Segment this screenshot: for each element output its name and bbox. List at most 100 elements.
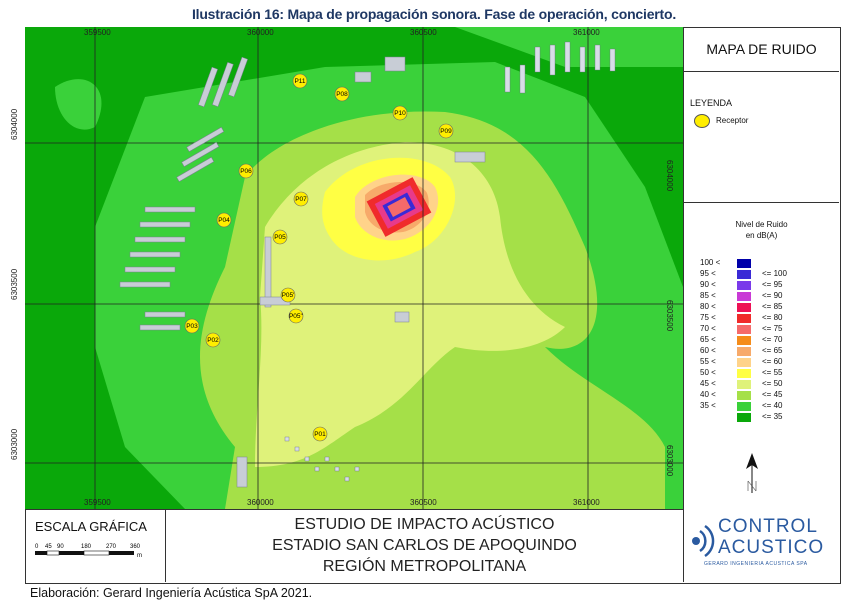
noise-scale-title-1: Nivel de Ruido xyxy=(735,220,788,229)
scale-tick-180: 180 xyxy=(81,544,92,550)
receptor-label-p10: P10 xyxy=(394,110,406,117)
scale-row-high: <= 80 xyxy=(762,313,783,322)
scale-swatch xyxy=(737,314,751,323)
scale-bar-section: ESCALA GRÁFICA 0 45 90 180 270 360 m xyxy=(25,509,166,582)
receptor-p09 xyxy=(438,123,454,139)
receptor-p03 xyxy=(184,318,200,334)
receptor-p06 xyxy=(238,163,254,179)
scale-row-high: <= 70 xyxy=(762,335,783,344)
buildings xyxy=(119,56,486,488)
logo-text-control: CONTROL xyxy=(718,516,818,537)
y-tick-left-1: 6304000 xyxy=(10,108,19,140)
x-tick-bottom-2: 360000 xyxy=(247,498,274,507)
x-tick-top-2: 360000 xyxy=(247,28,274,37)
scale-swatch xyxy=(737,325,751,334)
noise-scale-title: Nivel de Ruido en dB(A) xyxy=(684,219,839,241)
x-tick-top-3: 360500 xyxy=(410,28,437,37)
receptor-label-p05a: P05' xyxy=(282,292,295,299)
scale-row-low: 60 < xyxy=(700,346,716,355)
scale-row-low: 70 < xyxy=(700,324,716,333)
scale-bar-label: ESCALA GRÁFICA xyxy=(35,519,147,534)
scale-row-low: 45 < xyxy=(700,379,716,388)
receptor-p10 xyxy=(392,105,408,121)
scale-tick-90: 90 xyxy=(57,544,64,550)
legend: LEYENDA Receptor xyxy=(684,72,839,203)
receptor-p11 xyxy=(292,73,308,89)
receptor-p02 xyxy=(205,332,221,348)
scale-swatch xyxy=(737,380,751,389)
scale-row-high: <= 45 xyxy=(762,390,783,399)
scale-tick-360: 360 xyxy=(130,544,141,550)
y-tick-right-2: 6303500 xyxy=(665,300,674,332)
scale-row-low: 80 < xyxy=(700,302,716,311)
scale-unit: m xyxy=(137,553,142,559)
receptor-p01 xyxy=(312,426,328,442)
logo-text-company: GERARD INGENIERIA ACUSTICA SPA xyxy=(704,561,808,567)
study-title-3: REGIÓN METROPOLITANA xyxy=(322,558,527,575)
scale-swatch xyxy=(737,391,751,400)
scale-row-high: <= 85 xyxy=(762,302,783,311)
scale-row-high: <= 35 xyxy=(762,412,783,421)
y-tick-right-1: 6304000 xyxy=(665,160,674,192)
scale-row-high: <= 90 xyxy=(762,291,783,300)
scale-row-low: 50 < xyxy=(700,368,716,377)
scale-row-high: <= 95 xyxy=(762,280,783,289)
study-title-2: ESTADIO SAN CARLOS DE APOQUINDO xyxy=(272,537,577,554)
noise-scale: Nivel de Ruido en dB(A) 100 < 95 < <= 100 9… xyxy=(684,203,839,509)
receptor-label-p05b: P05'' xyxy=(289,313,303,320)
receptor-p08 xyxy=(334,86,350,102)
receptor-label-p06: P06 xyxy=(240,168,252,175)
scale-row-high: <= 50 xyxy=(762,379,783,388)
x-tick-bottom-1: 359500 xyxy=(84,498,111,507)
scale-row-high: <= 55 xyxy=(762,368,783,377)
noise-map-svg: P11 P08 P10 P09 P06 P07 P04 P05 P05' P05… xyxy=(25,27,683,509)
scale-row-low: 40 < xyxy=(700,390,716,399)
receptor-symbol xyxy=(694,114,710,128)
x-tick-bottom-3: 360500 xyxy=(410,498,437,507)
panel-title: MAPA DE RUIDO xyxy=(684,27,839,72)
receptor-p05 xyxy=(272,229,288,245)
receptor-label-p04: P04 xyxy=(218,217,230,224)
stadium xyxy=(366,177,432,237)
y-tick-left-2: 6303500 xyxy=(10,268,19,300)
receptor-label-p01: P01 xyxy=(314,431,326,438)
receptor-p04 xyxy=(216,212,232,228)
sound-wave-icon xyxy=(692,524,715,558)
scale-swatch xyxy=(737,336,751,345)
study-title-block: ESTUDIO DE IMPACTO ACÚSTICO ESTADIO SAN … xyxy=(166,509,684,582)
scale-row-low: 85 < xyxy=(700,291,716,300)
credit-line: Elaboración: Gerard Ingeniería Acústica … xyxy=(30,586,313,600)
scale-tick-270: 270 xyxy=(106,544,117,550)
scale-row-low: 90 < xyxy=(700,280,716,289)
receptor-p07 xyxy=(293,191,309,207)
noise-scale-title-2: en dB(A) xyxy=(745,231,778,240)
receptor-label-p08: P08 xyxy=(336,91,348,98)
scale-bar: 0 45 90 180 270 360 m xyxy=(35,544,142,559)
scale-tick-0: 0 xyxy=(35,544,39,550)
receptor-label-p07: P07 xyxy=(295,196,307,203)
company-logo: CONTROL ACUSTICO GERARD INGENIERIA ACUST… xyxy=(684,509,839,582)
scale-swatch xyxy=(737,358,751,367)
x-tick-bottom-4: 361000 xyxy=(573,498,600,507)
legend-heading: LEYENDA xyxy=(690,98,733,108)
x-tick-top-4: 361000 xyxy=(573,28,600,37)
y-tick-right-3: 6303000 xyxy=(665,445,674,477)
scale-swatch xyxy=(737,281,751,290)
logo-text-acustico: ACUSTICO xyxy=(718,537,825,558)
grid xyxy=(25,27,683,509)
scale-row-low: 75 < xyxy=(700,313,716,322)
scale-swatch xyxy=(737,402,751,411)
noise-map: P11 P08 P10 P09 P06 P07 P04 P05 P05' P05… xyxy=(25,27,684,510)
receptor-p05a xyxy=(280,287,296,303)
scale-row-low: 95 < xyxy=(700,269,716,278)
scale-tick-45: 45 xyxy=(45,544,52,550)
receptor-legend-label: Receptor xyxy=(716,116,749,125)
scale-row-low: 55 < xyxy=(700,357,716,366)
figure-caption: Ilustración 16: Mapa de propagación sono… xyxy=(191,6,677,22)
y-tick-left-3: 6303000 xyxy=(10,428,19,460)
scale-swatch xyxy=(737,259,751,268)
zone-40-patch xyxy=(55,79,102,130)
receptor-label-p09: P09 xyxy=(440,128,452,135)
scale-swatch xyxy=(737,270,751,279)
receptor-label-p02: P02 xyxy=(207,337,219,344)
